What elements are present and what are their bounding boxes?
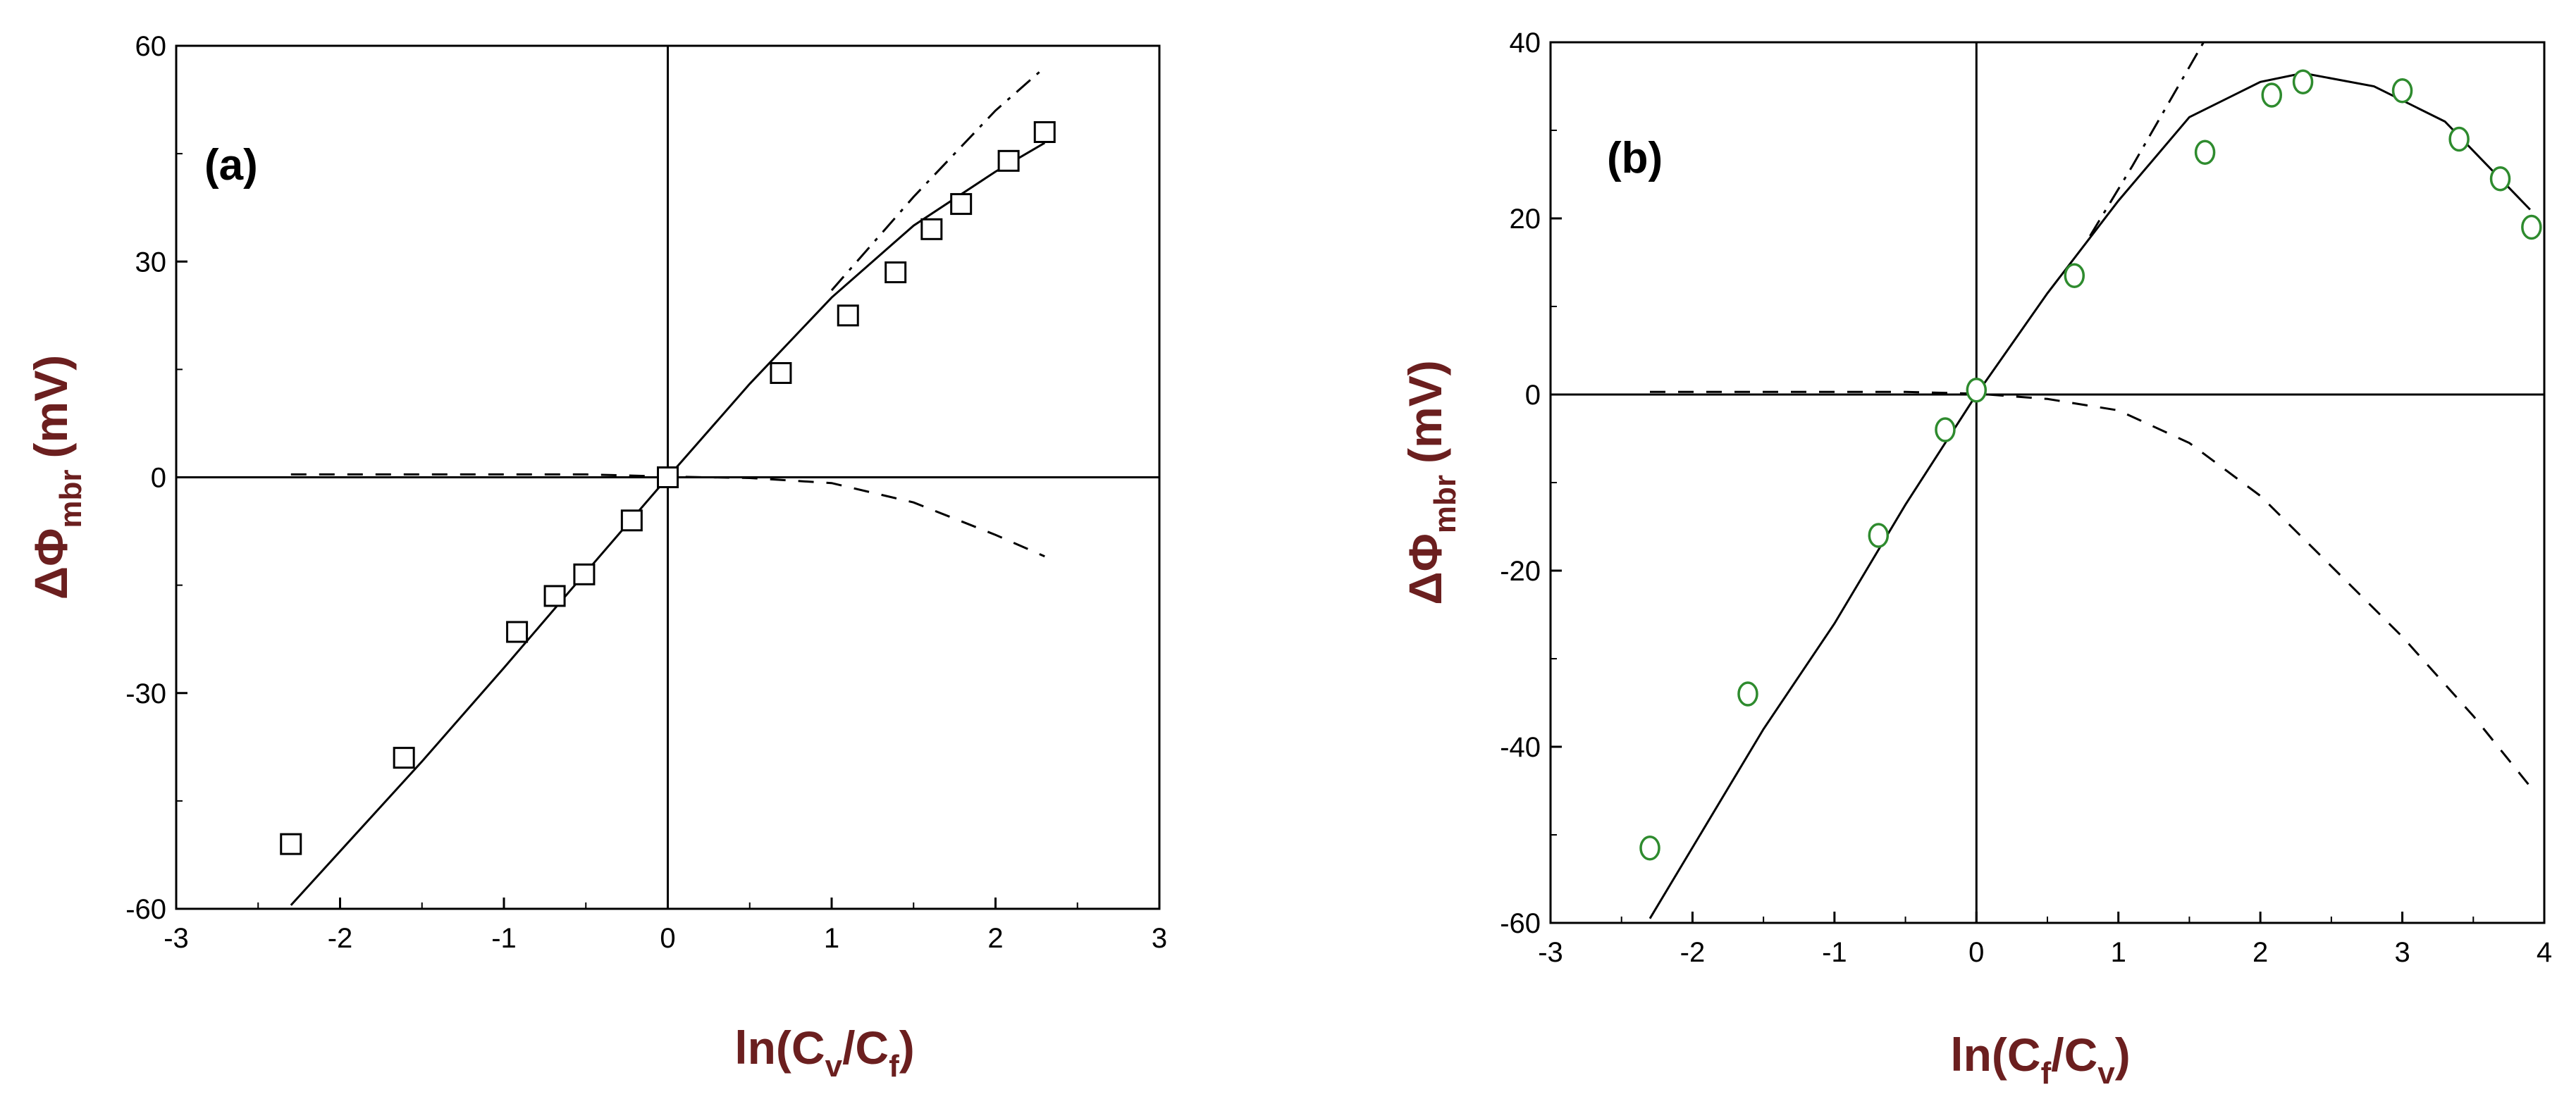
data-point (950, 193, 973, 216)
data-point (2064, 263, 2085, 288)
x-tick-label: 3 (1152, 923, 1167, 954)
y-axis-label: ΔΦmbr (mV) (25, 355, 88, 600)
x-axis-label: ln(Cv/Cf) (734, 1022, 914, 1084)
x-axis-label-sub2: f (889, 1049, 899, 1084)
x-tick-label: 2 (987, 923, 1003, 954)
panel-label: (b) (1607, 134, 1663, 182)
data-point (1935, 417, 1956, 442)
x-tick-label: 1 (824, 923, 839, 954)
y-axis-label-unit: (mV) (25, 355, 77, 459)
y-tick-label: -60 (1500, 908, 1541, 939)
x-tick-label: 4 (2537, 937, 2552, 968)
data-point (1868, 523, 1890, 548)
y-tick-label: -20 (1500, 556, 1541, 587)
data-point (620, 509, 643, 532)
x-axis-label-pre: ln(C (734, 1022, 825, 1074)
y-axis-label-sub: mbr (1428, 475, 1462, 533)
y-tick-label: 20 (1510, 204, 1541, 235)
data-point (2489, 166, 2511, 192)
y-tick-label: 30 (135, 247, 167, 278)
data-point (2261, 82, 2283, 108)
data-point (997, 149, 1020, 172)
data-point (2448, 126, 2470, 152)
x-axis-label-sub2: v (2097, 1056, 2115, 1091)
x-tick-label: -3 (164, 923, 189, 954)
x-axis-label-pre: ln(C (1950, 1029, 2040, 1081)
series-line-dash-dot (2089, 42, 2205, 237)
y-tick-label: 0 (151, 463, 166, 494)
data-point (1639, 836, 1660, 861)
x-tick-label: 1 (2111, 937, 2126, 968)
x-axis-label-mid: /C (842, 1022, 889, 1074)
data-point (2521, 214, 2542, 240)
data-point (837, 304, 859, 327)
x-tick-label: -3 (1538, 937, 1563, 968)
data-point (393, 747, 415, 769)
panel-a-chart: -3 -2 -1 0 1 2 3 -60 -30 0 30 60 (a) ΔΦmbr (mV) ln(Cv/C… (25, 31, 1167, 1084)
x-axis-label-sub1: v (825, 1049, 843, 1084)
x-tick-label: 0 (1968, 937, 1984, 968)
data-point (2391, 78, 2413, 104)
y-tick-label: -40 (1500, 732, 1541, 763)
panel-b-chart: -3 -2 -1 0 1 2 3 4 -60 -40 -20 0 20 40 (b) ΔΦmbr (mV) ln(… (1399, 27, 2552, 1091)
y-tick-label: 40 (1510, 27, 1541, 58)
x-axis-label-post: ) (899, 1022, 915, 1074)
series-line-dash-dot (830, 66, 1046, 292)
y-tick-label: -60 (125, 894, 166, 925)
data-point (280, 833, 302, 855)
data-point (2194, 139, 2216, 165)
data-point (885, 261, 907, 284)
data-point (573, 563, 596, 585)
data-point (2292, 69, 2314, 94)
x-tick-label: -1 (1822, 937, 1847, 968)
y-axis-label-main: ΔΦ (1399, 533, 1451, 605)
x-tick-label: 3 (2394, 937, 2410, 968)
series-line-dashed (1650, 390, 2532, 788)
data-point (1737, 681, 1758, 707)
x-tick-label: -2 (328, 923, 353, 954)
x-axis-label-mid: /C (2051, 1029, 2097, 1081)
data-point (543, 585, 566, 607)
y-axis-label-main: ΔΦ (25, 528, 77, 600)
data-point (506, 621, 529, 643)
x-tick-label: -1 (491, 923, 517, 954)
x-tick-label: 0 (660, 923, 675, 954)
data-point (657, 466, 679, 488)
x-axis-label-post: ) (2115, 1029, 2131, 1081)
plot-frame (1549, 41, 2546, 924)
y-axis-label-sub: mbr (54, 469, 88, 528)
y-tick-label: -30 (125, 678, 166, 709)
x-axis-label: ln(Cf/Cv) (1950, 1029, 2130, 1091)
data-point (1033, 121, 1056, 143)
data-point (770, 361, 792, 384)
data-point (1966, 378, 1988, 403)
y-axis-label: ΔΦmbr (mV) (1399, 360, 1462, 604)
y-tick-label: 60 (135, 31, 167, 62)
y-tick-label: 0 (1525, 380, 1541, 411)
series-line-solid (1648, 72, 2531, 919)
x-tick-label: -2 (1680, 937, 1706, 968)
series-line-dashed (290, 473, 1045, 558)
y-axis-label-unit: (mV) (1399, 360, 1451, 464)
x-tick-label: 2 (2253, 937, 2268, 968)
x-axis-label-sub1: f (2041, 1056, 2052, 1091)
data-point (920, 218, 943, 240)
panel-label: (a) (204, 141, 258, 190)
